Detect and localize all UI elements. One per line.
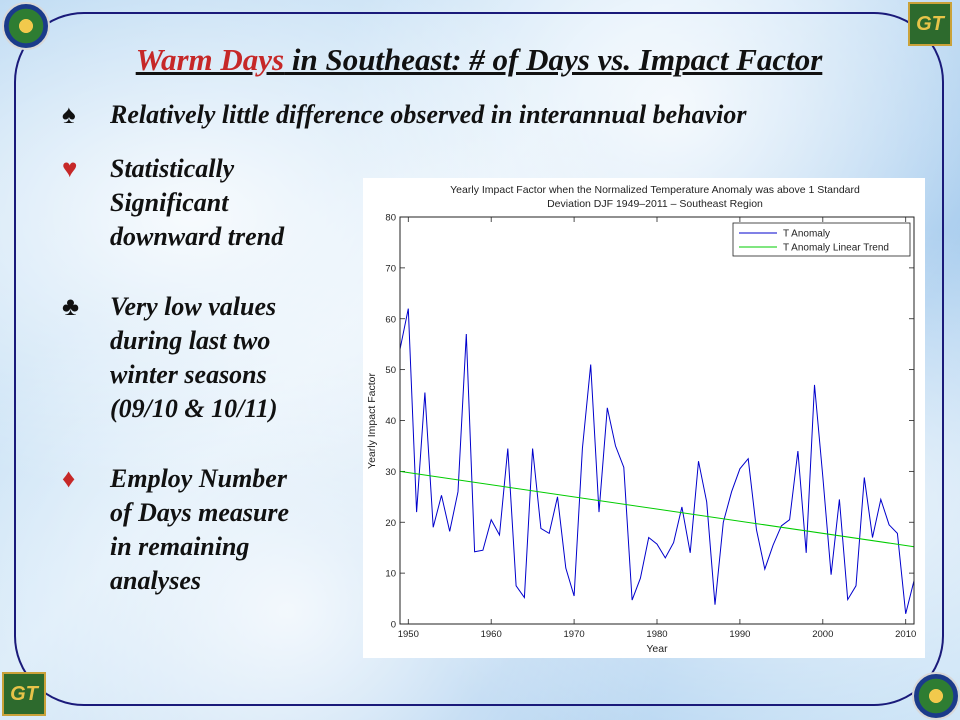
tick-layer: 0 10 20 30 40 50 60 70 80 1950 1960 1970 1980 1990 200… [385,213,916,641]
x-tick-label: 1950 [398,629,419,640]
gt-logo-bottom-left: GT [2,672,46,716]
bullet-4-line: Employ Number [110,464,287,493]
y-tick-label: 40 [385,416,396,427]
bullet-2-line: downward trend [110,222,285,251]
plot-frame [399,216,915,625]
bullet-3-line: Very low values [110,292,277,321]
x-tick-label: 1980 [646,629,667,640]
chart-panel: Yearly Impact Factor when the Normalized… [363,178,925,658]
y-tick-label: 70 [385,263,396,274]
slide-title: Warm Days in Southeast: # of Days vs. Im… [64,42,894,78]
x-tick-label: 2000 [812,629,833,640]
bullet-2-line: Statistically [110,154,235,183]
gt-logo-text: GT [10,682,38,705]
y-tick-label: 30 [385,467,396,478]
y-tick-label: 10 [385,569,396,580]
y-tick-label: 60 [385,314,396,325]
linear-trend-line [399,470,915,548]
doe-logo-top-left [2,2,50,50]
t-anomaly-series-line [399,308,915,614]
bullet-1-text: Relatively little difference observed in… [110,100,747,129]
bullet-3-line: (09/10 & 10/11) [110,394,278,423]
diamond-bullet-icon: ♦ [62,464,76,493]
x-axis-label: Year [646,643,668,655]
bullet-2-line: Significant [110,188,229,217]
bullet-3-text: Very low values during last two winter s… [110,290,278,426]
title-highlight: Warm Days [135,42,285,77]
x-tick-label: 1970 [564,629,585,640]
title-rest: in Southeast: # of Days vs. Impact Facto… [284,42,823,77]
legend: T Anomaly T Anomaly Linear Trend [732,222,911,257]
series-layer [399,308,915,614]
chart-title-line-1: Yearly Impact Factor when the Normalized… [450,184,860,196]
bullet-3-line: winter seasons [110,360,267,389]
club-bullet-icon: ♣ [62,292,80,321]
heart-bullet-icon: ♥ [62,154,78,183]
y-tick-label: 20 [385,518,396,529]
x-tick-label: 1960 [481,629,502,640]
bullet-4-line: analyses [110,566,201,595]
gt-logo-top-right: GT [908,2,952,46]
doe-logo-bottom-right [912,672,960,720]
bullet-2-text: Statistically Significant downward trend [110,152,284,254]
chart-title-line-2: Deviation DJF 1949–2011 – Southeast Regi… [547,198,763,210]
gt-logo-text: GT [916,12,944,35]
y-tick-label: 50 [385,365,396,376]
bullet-4-text: Employ Number of Days measure in remaini… [110,462,289,598]
spade-bullet-icon: ♠ [62,100,76,129]
impact-factor-chart: Yearly Impact Factor when the Normalized… [366,184,916,655]
legend-label-t-anomaly: T Anomaly [783,229,830,240]
bullet-3-line: during last two [110,326,271,355]
bullet-4-line: in remaining [110,532,250,561]
bullet-4-line: of Days measure [110,498,290,527]
y-axis-label: Yearly Impact Factor [366,373,378,469]
y-tick-label: 80 [385,213,396,224]
x-tick-label: 1990 [729,629,750,640]
legend-label-linear-trend: T Anomaly Linear Trend [783,243,889,254]
y-tick-label: 0 [391,620,396,631]
x-tick-label: 2010 [895,629,916,640]
slide-frame [14,12,944,706]
legend-box [732,222,911,257]
